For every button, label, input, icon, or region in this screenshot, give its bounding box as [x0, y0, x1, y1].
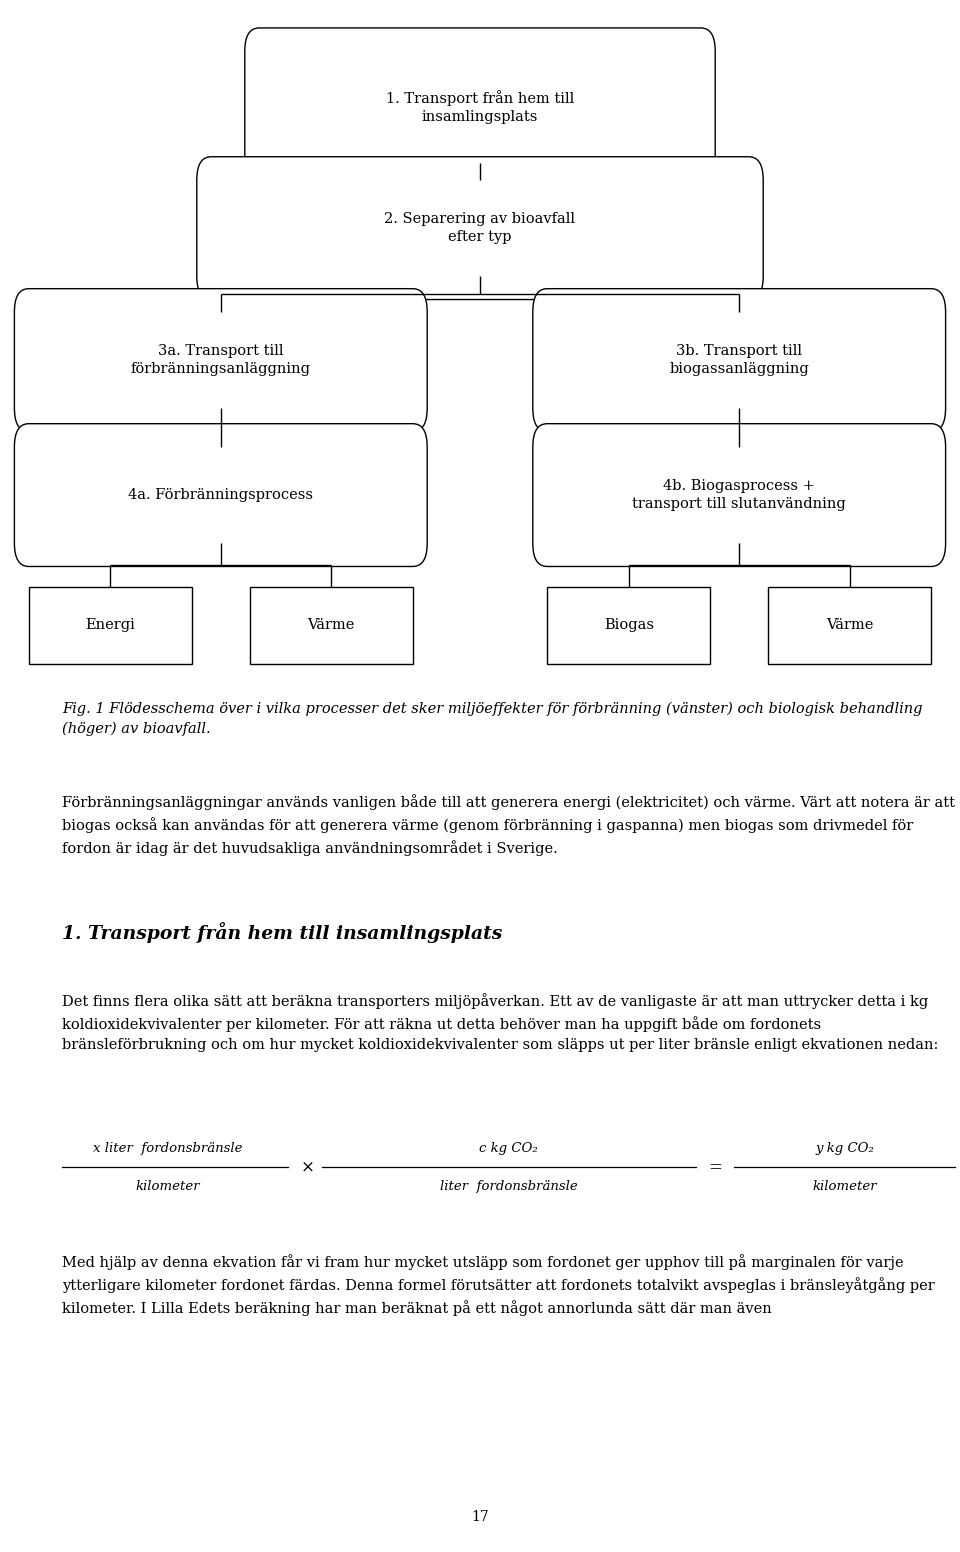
Text: Med hjälp av denna ekvation får vi fram hur mycket utsläpp som fordonet ger upph: Med hjälp av denna ekvation får vi fram … — [62, 1254, 935, 1316]
Text: liter  fordonsbränsle: liter fordonsbränsle — [440, 1180, 578, 1192]
FancyBboxPatch shape — [250, 587, 413, 664]
FancyBboxPatch shape — [197, 157, 763, 300]
Text: 3b. Transport till
biogassanläggning: 3b. Transport till biogassanläggning — [669, 345, 809, 376]
FancyBboxPatch shape — [533, 289, 946, 431]
Text: 3a. Transport till
förbränningsanläggning: 3a. Transport till förbränningsanläggnin… — [131, 345, 311, 376]
Text: y kg CO₂: y kg CO₂ — [815, 1142, 875, 1155]
Text: 1. Transport från hem till
insamlingsplats: 1. Transport från hem till insamlingspla… — [386, 90, 574, 124]
Text: c kg CO₂: c kg CO₂ — [479, 1142, 539, 1155]
Text: 1. Transport från hem till insamlingsplats: 1. Transport från hem till insamlingspla… — [62, 922, 503, 942]
Text: 4b. Biogasprocess +
transport till slutanvändning: 4b. Biogasprocess + transport till sluta… — [633, 480, 846, 511]
FancyBboxPatch shape — [245, 28, 715, 186]
Text: Förbränningsanläggningar används vanligen både till att generera energi (elektri: Förbränningsanläggningar används vanlige… — [62, 795, 955, 857]
Text: kilometer: kilometer — [135, 1180, 201, 1192]
Text: Biogas: Biogas — [604, 618, 654, 633]
FancyBboxPatch shape — [14, 289, 427, 431]
Text: Värme: Värme — [307, 618, 355, 633]
Text: 2. Separering av bioavfall
efter typ: 2. Separering av bioavfall efter typ — [385, 213, 575, 244]
Text: 4a. Förbränningsprocess: 4a. Förbränningsprocess — [129, 487, 313, 503]
Text: Fig. 1 Flödesschema över i vilka processer det sker miljöeffekter för förbrännin: Fig. 1 Flödesschema över i vilka process… — [62, 702, 923, 736]
Text: Värme: Värme — [826, 618, 874, 633]
Text: ×: × — [300, 1159, 314, 1175]
FancyBboxPatch shape — [533, 424, 946, 566]
Text: x liter  fordonsbränsle: x liter fordonsbränsle — [93, 1142, 243, 1155]
Text: kilometer: kilometer — [812, 1180, 877, 1192]
Text: Energi: Energi — [85, 618, 135, 633]
Text: Det finns flera olika sätt att beräkna transporters miljöpåverkan. Ett av de van: Det finns flera olika sätt att beräkna t… — [62, 993, 939, 1052]
Text: 17: 17 — [471, 1510, 489, 1524]
FancyBboxPatch shape — [29, 587, 192, 664]
FancyBboxPatch shape — [768, 587, 931, 664]
FancyBboxPatch shape — [14, 424, 427, 566]
Text: =: = — [708, 1159, 722, 1175]
FancyBboxPatch shape — [547, 587, 710, 664]
